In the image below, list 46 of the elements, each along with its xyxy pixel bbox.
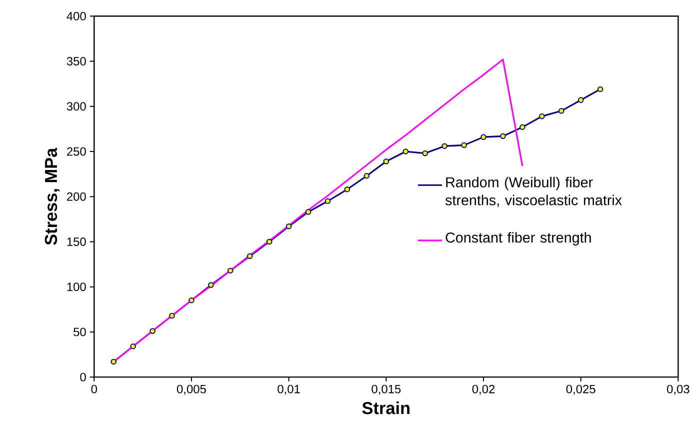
point	[228, 268, 234, 274]
y-tick-label: 100	[67, 282, 86, 292]
y-tick-label: 250	[67, 147, 86, 156]
y-tick-label: 400	[66, 12, 86, 20]
x-tick-label: 0,03	[667, 384, 690, 395]
y-tick-label: 300	[66, 102, 86, 111]
x-tick-label: 0,02	[472, 384, 495, 395]
x-axis-title: Strain	[362, 402, 410, 414]
point	[383, 158, 390, 164]
point	[246, 253, 253, 260]
x-tick-label: 0,015	[372, 384, 401, 395]
point	[266, 238, 272, 245]
y-tick-label: 150	[67, 237, 86, 246]
point	[150, 328, 156, 334]
point	[500, 133, 506, 140]
y-tick-label: 0	[80, 372, 86, 382]
legend-label: Constant fiber strength	[446, 232, 591, 246]
point	[110, 358, 116, 365]
point	[188, 297, 194, 304]
point	[364, 172, 370, 179]
point	[286, 223, 292, 230]
point	[558, 108, 564, 114]
x-tick-label: 0	[91, 384, 97, 394]
y-axis-title: Stress, MPa	[44, 148, 60, 245]
point	[539, 113, 545, 120]
y-tick-label: 350	[66, 56, 86, 66]
point	[480, 134, 486, 140]
point	[520, 124, 526, 130]
x-tick-label: 0,005	[176, 384, 206, 395]
legend-label: Random (Weibull) fiber strenths, viscoelastic matrix	[445, 176, 622, 207]
point	[130, 343, 136, 350]
point	[208, 282, 214, 288]
point	[324, 198, 331, 204]
point	[597, 86, 604, 92]
point	[344, 186, 350, 192]
point	[169, 312, 175, 319]
x-tick-label: 0,025	[566, 384, 596, 395]
point	[578, 97, 584, 103]
point	[442, 143, 448, 149]
point	[422, 150, 428, 156]
point	[402, 148, 409, 154]
point	[305, 209, 312, 215]
y-tick-label: 200	[67, 192, 86, 201]
x-tick-label: 0,01	[278, 384, 300, 395]
point	[461, 142, 467, 148]
y-tick-label: 50	[74, 328, 86, 336]
